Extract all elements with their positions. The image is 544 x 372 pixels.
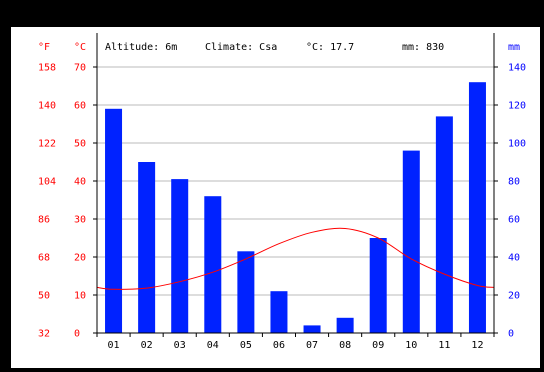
precipitation-bar: [171, 179, 189, 333]
celsius-tick-label: 40: [74, 177, 86, 188]
precipitation-bars: [105, 82, 486, 334]
millimetre-tick-label: 140: [508, 63, 526, 74]
precipitation-bar: [270, 291, 288, 333]
precipitation-bar: [138, 162, 156, 333]
fahrenheit-tick-label: 50: [38, 291, 50, 302]
fahrenheit-tick-label: 32: [38, 329, 50, 340]
precipitation-bar: [237, 251, 255, 333]
millimetre-tick-label: 120: [508, 101, 526, 112]
celsius-tick-label: 10: [74, 291, 86, 302]
temperature-curve: [96, 227, 495, 290]
precipitation-bar: [402, 150, 420, 333]
fahrenheit-tick-label: 158: [38, 63, 56, 74]
month-tick-label: 08: [339, 340, 351, 351]
month-tick-label: 11: [438, 340, 450, 351]
altitude-label: Altitude: 6m: [105, 42, 177, 53]
millimetre-tick-label: 60: [508, 215, 520, 226]
gridlines: [97, 66, 494, 296]
celsius-tick-label: 60: [74, 101, 86, 112]
month-tick-label: 03: [174, 340, 186, 351]
fahrenheit-tick-label: 104: [38, 177, 56, 188]
millimetre-tick-label: 80: [508, 177, 520, 188]
climate-label: Climate: Csa: [205, 42, 277, 53]
mean-temperature-label: °C: 17.7: [306, 42, 354, 53]
month-tick-label: 09: [372, 340, 384, 351]
climate-chart: °F °C Altitude: 6m Climate: Csa °C: 17.7…: [38, 33, 526, 352]
millimetre-tick-label: 20: [508, 291, 520, 302]
fahrenheit-tick-label: 140: [38, 101, 56, 112]
celsius-tick-label: 30: [74, 215, 86, 226]
precipitation-bar: [204, 196, 222, 333]
month-tick-label: 02: [141, 340, 153, 351]
chart-frame: °F °C Altitude: 6m Climate: Csa °C: 17.7…: [11, 27, 543, 368]
celsius-unit-label: °C: [74, 42, 86, 53]
fahrenheit-unit-label: °F: [38, 42, 50, 53]
celsius-tick-label: 0: [74, 329, 80, 340]
month-tick-label: 06: [273, 340, 285, 351]
millimetre-tick-label: 100: [508, 139, 526, 150]
precipitation-total-label: mm: 830: [402, 42, 444, 53]
celsius-tick-label: 70: [74, 63, 86, 74]
month-tick-label: 12: [471, 340, 483, 351]
precipitation-bar: [303, 325, 321, 333]
millimetre-tick-label: 0: [508, 329, 514, 340]
chart-axes: [93, 33, 498, 337]
precipitation-bar: [468, 82, 486, 333]
precipitation-bar: [105, 108, 123, 333]
month-tick-label: 10: [405, 340, 417, 351]
fahrenheit-tick-label: 122: [38, 139, 56, 150]
month-tick-label: 05: [240, 340, 252, 351]
month-tick-label: 01: [108, 340, 120, 351]
celsius-tick-label: 50: [74, 139, 86, 150]
month-tick-label: 04: [207, 340, 219, 351]
fahrenheit-tick-label: 86: [38, 215, 50, 226]
celsius-tick-label: 20: [74, 253, 86, 264]
millimetre-unit-label: mm: [508, 42, 520, 53]
precipitation-bar: [435, 116, 453, 334]
millimetre-tick-label: 40: [508, 253, 520, 264]
month-tick-label: 07: [306, 340, 318, 351]
precipitation-bar: [369, 238, 387, 333]
fahrenheit-tick-label: 68: [38, 253, 50, 264]
temperature-line: [96, 227, 495, 290]
precipitation-bar: [336, 317, 354, 333]
